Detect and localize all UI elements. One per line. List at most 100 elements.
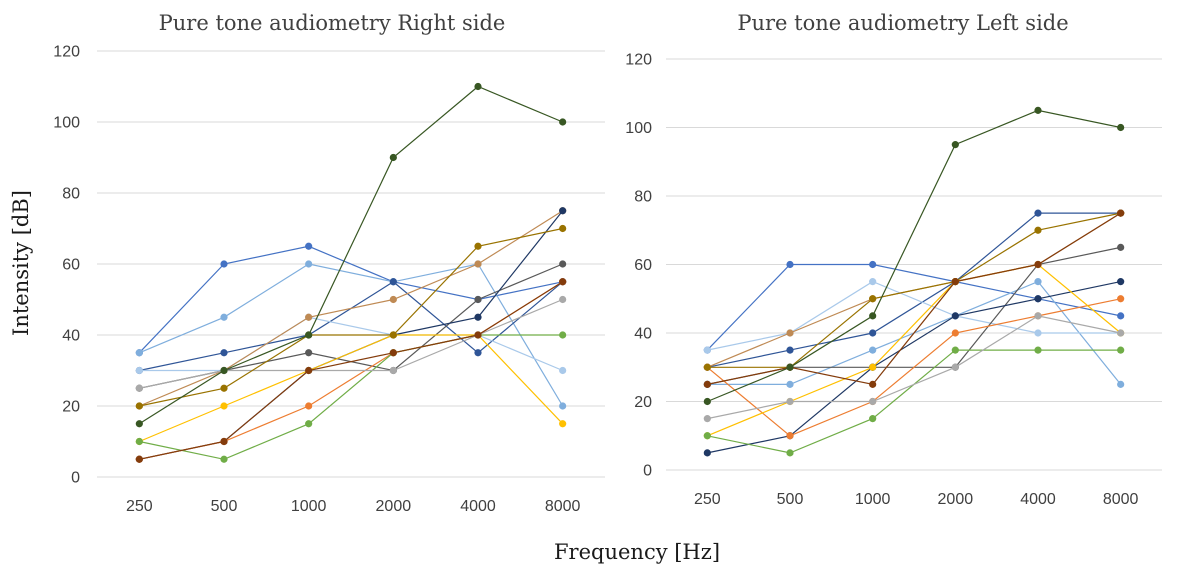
data-point — [305, 420, 313, 428]
series — [135, 313, 567, 375]
data-point — [559, 118, 567, 126]
series-line — [139, 263, 564, 407]
data-point — [305, 402, 313, 410]
x-tick-labels: 250 500 1000 2000 4000 8000 — [126, 498, 581, 515]
data-point — [389, 278, 397, 286]
series-line — [139, 227, 563, 407]
data-point — [1117, 278, 1125, 286]
y-tick-label: 80 — [634, 189, 652, 206]
data-point — [474, 313, 482, 321]
data-point — [1034, 226, 1042, 234]
y-tick-label: 60 — [62, 257, 80, 274]
data-point — [703, 415, 711, 423]
data-point — [559, 207, 567, 215]
data-point — [951, 329, 959, 337]
x-tick-label: 4000 — [1020, 491, 1056, 508]
data-point — [703, 346, 711, 354]
data-point — [869, 397, 877, 406]
data-point — [305, 366, 313, 375]
data-point — [786, 397, 794, 406]
data-point — [559, 295, 567, 304]
data-point — [869, 415, 877, 423]
data-point — [474, 242, 482, 250]
data-point — [703, 449, 711, 457]
data-point — [869, 380, 877, 388]
data-point — [389, 331, 397, 339]
data-point — [220, 455, 228, 463]
x-tick-label: 1000 — [291, 498, 327, 515]
series-line — [706, 263, 1121, 351]
data-point — [474, 295, 482, 304]
data-point — [1117, 295, 1125, 303]
data-point — [1117, 243, 1125, 251]
data-point — [951, 346, 959, 354]
data-point — [135, 437, 143, 446]
data-point — [220, 349, 228, 357]
x-tick-label: 4000 — [460, 498, 496, 515]
series-line — [707, 246, 1121, 385]
data-point — [1034, 346, 1042, 354]
chart-title: Pure tone audiometry Left side — [737, 11, 1068, 35]
series-line — [138, 85, 563, 425]
series — [135, 295, 567, 392]
series-line — [707, 212, 1121, 368]
series-line — [139, 281, 564, 460]
data-point — [389, 295, 397, 304]
data-point — [869, 346, 877, 354]
chart-left-side: Pure tone audiometry Left side 0 20 40 60 80… — [625, 11, 1162, 508]
data-point — [1034, 329, 1042, 337]
data-point — [951, 141, 959, 149]
series — [703, 312, 1125, 423]
y-tick-label: 100 — [53, 115, 80, 132]
data-point — [786, 432, 794, 440]
y-tick-label: 100 — [625, 120, 652, 137]
data-point — [1034, 209, 1042, 217]
data-point — [951, 363, 959, 371]
series — [135, 278, 567, 463]
y-tick-label: 80 — [62, 186, 80, 203]
x-tick-label: 250 — [694, 491, 721, 508]
data-point — [786, 346, 794, 354]
series-line — [706, 298, 1121, 437]
data-point — [1034, 278, 1042, 286]
data-point — [305, 260, 313, 268]
data-point — [703, 432, 711, 440]
x-tick-label: 8000 — [1103, 491, 1139, 508]
data-point — [135, 349, 143, 357]
x-tick-label: 2000 — [938, 491, 974, 508]
data-point — [559, 420, 567, 428]
data-point — [220, 437, 228, 446]
data-point — [220, 384, 228, 392]
series-line — [139, 298, 563, 389]
data-point — [869, 295, 877, 303]
x-tick-label: 2000 — [376, 498, 412, 515]
data-point — [305, 331, 313, 339]
data-point — [1117, 123, 1125, 132]
series-group — [703, 106, 1125, 457]
data-point — [1117, 209, 1125, 217]
data-point — [220, 260, 228, 268]
data-point — [389, 153, 397, 162]
data-point — [869, 278, 877, 286]
data-point — [135, 420, 143, 428]
y-tick-label: 0 — [71, 470, 80, 487]
data-point — [220, 313, 228, 321]
series — [135, 224, 567, 410]
data-point — [220, 366, 228, 375]
chart-title: Pure tone audiometry Right side — [159, 11, 506, 35]
series — [703, 106, 1125, 406]
x-tick-label: 1000 — [855, 491, 891, 508]
data-point — [559, 402, 567, 410]
y-tick-label: 120 — [625, 52, 652, 69]
data-point — [1034, 260, 1042, 269]
y-tick-label: 20 — [634, 394, 652, 411]
series — [703, 209, 1125, 371]
series-line — [139, 210, 564, 407]
series — [135, 82, 567, 428]
series — [135, 242, 567, 357]
data-point — [559, 278, 567, 286]
data-point — [869, 312, 877, 320]
series — [135, 331, 567, 463]
data-point — [389, 366, 397, 375]
